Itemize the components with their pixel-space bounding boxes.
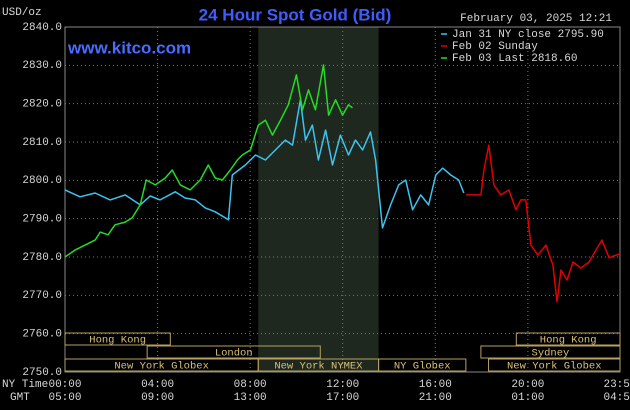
legend-label: Jan 31 NY close 2795.90 [452,29,604,41]
session-label: New York NYMEX [274,360,363,372]
session-label: London [215,347,253,359]
session-label: Hong Kong [89,334,146,346]
x2-tick-label: 17:00 [326,392,359,404]
y-tick-label: 2800.0 [22,175,62,187]
chart-title: 24 Hour Spot Gold (Bid) [199,5,392,24]
session-label: New York Globex [114,360,209,372]
legend-label: Feb 03 Last 2818.60 [452,53,577,65]
x2-tick-label: 05:00 [48,392,81,404]
session-label: New York Globex [507,360,602,372]
series-line [64,99,465,229]
session-box [146,345,321,359]
session-box [378,358,467,372]
y-tick-label: 2820.0 [22,99,62,111]
session-label: Sydney [532,347,570,359]
session-box [515,332,621,346]
x-tick-label: 00:00 [48,379,81,391]
x-tick-label: 16:00 [419,379,452,391]
x2-tick-label: 04:59 [603,392,630,404]
y-tick-label: 2840.0 [22,22,62,34]
y-tick-label: 2750.0 [22,367,62,379]
session-label: NY Globex [394,360,451,372]
y-tick-label: 2830.0 [22,60,62,72]
y-tick-label: 2760.0 [22,329,62,341]
x-tick-label: 08:00 [234,379,267,391]
session-shade [258,27,379,372]
series-line [465,144,621,303]
x2-tick-label: 13:00 [234,392,267,404]
x-tick-label: 23:59 [603,379,630,391]
timestamp: February 03, 2025 12:21 [460,13,612,25]
watermark: www.kitco.com [67,38,191,57]
x-tick-label: 20:00 [511,379,544,391]
session-box [488,358,621,372]
x2-axis-label: GMT [10,392,30,404]
y-tick-label: 2810.0 [22,137,62,149]
legend-label: Feb 02 Sunday [452,41,538,53]
session-label: Hong Kong [540,334,597,346]
x2-tick-label: 09:00 [141,392,174,404]
y-tick-label: 2790.0 [22,214,62,226]
x2-tick-label: 21:00 [419,392,452,404]
x-axis-label: NY Time [2,379,48,391]
session-box [480,345,621,359]
x-tick-label: 12:00 [326,379,359,391]
session-box [64,332,171,346]
x-tick-label: 04:00 [141,379,174,391]
series-line [64,64,353,258]
x2-tick-label: 01:00 [511,392,544,404]
y-tick-label: 2780.0 [22,252,62,264]
y-tick-label: 2770.0 [22,290,62,302]
y-axis-label: USD/oz [2,7,42,19]
plot-frame [64,26,621,373]
